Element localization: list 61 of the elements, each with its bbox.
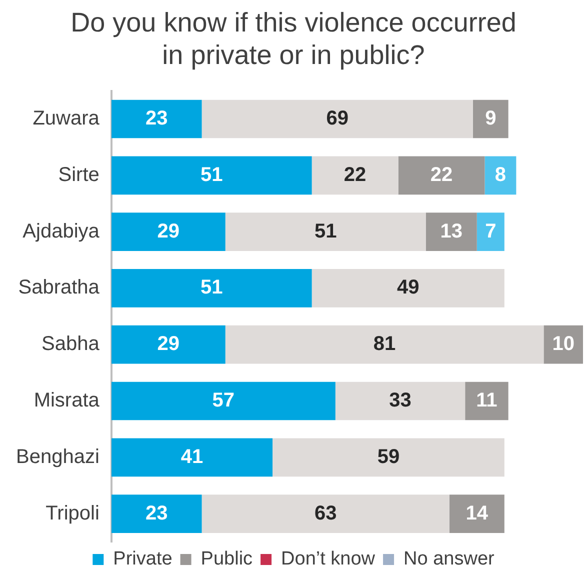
- y-tick-label: Tripoli: [46, 502, 100, 524]
- data-label: 63: [314, 502, 337, 524]
- bar: [111, 438, 273, 477]
- data-label: 11: [476, 390, 498, 412]
- bar: [484, 156, 516, 195]
- bar: [225, 212, 426, 251]
- data-label: 49: [396, 276, 420, 299]
- legend-label: No answer: [404, 548, 496, 570]
- bar: [225, 325, 544, 364]
- data-label: 51: [314, 220, 337, 242]
- y-tick-label: Ajdabiya: [22, 220, 100, 242]
- legend-label: Don’t know: [281, 548, 376, 570]
- bar: [111, 325, 226, 364]
- y-tick-label: Sabratha: [18, 276, 100, 299]
- bar: [312, 269, 504, 308]
- legend-label: Public: [200, 548, 253, 570]
- data-label: 29: [157, 333, 180, 356]
- bar: [202, 100, 473, 138]
- data-label: 81: [373, 333, 396, 356]
- bar: [312, 156, 398, 195]
- bar: [465, 382, 508, 420]
- data-label: 33: [389, 390, 412, 412]
- y-tick-label: Misrata: [34, 390, 100, 412]
- bar: [111, 100, 202, 138]
- y-tick-label: Zuwara: [32, 108, 100, 130]
- data-label: 23: [145, 502, 168, 524]
- bar: [111, 156, 312, 195]
- data-label: 51: [200, 276, 223, 299]
- bar: [111, 212, 226, 251]
- data-label: 13: [440, 220, 462, 242]
- y-tick-label: Sabha: [42, 333, 100, 356]
- data-label: 7: [485, 220, 496, 242]
- data-label: 10: [552, 333, 574, 356]
- bar: [449, 494, 504, 533]
- chart-title: Do you know if this violence occurred in private or in public?: [70, 8, 516, 70]
- bar: [335, 382, 466, 420]
- bar: [272, 438, 504, 477]
- data-label: 51: [200, 164, 223, 186]
- bar: [111, 382, 336, 420]
- bar: [111, 269, 312, 308]
- data-label: 14: [466, 502, 489, 524]
- data-label: 57: [212, 390, 235, 412]
- bar: [398, 156, 485, 195]
- bar: [111, 494, 202, 533]
- bar: [202, 494, 450, 533]
- y-tick-label: Benghazi: [16, 446, 100, 468]
- data-label: 22: [430, 164, 453, 186]
- data-label: 69: [326, 108, 348, 130]
- data-label: 22: [344, 164, 366, 186]
- bar: [426, 212, 477, 251]
- y-tick-label: Sirte: [58, 164, 100, 186]
- data-label: 29: [157, 220, 180, 242]
- data-label: 23: [145, 108, 168, 130]
- bar: [476, 212, 504, 251]
- data-label: 8: [494, 164, 506, 186]
- data-label: 41: [180, 446, 204, 468]
- data-label: 9: [485, 108, 496, 130]
- data-label: 59: [377, 446, 400, 468]
- bar: [472, 100, 508, 138]
- legend-label: Private: [113, 548, 172, 570]
- bar: [544, 325, 583, 364]
